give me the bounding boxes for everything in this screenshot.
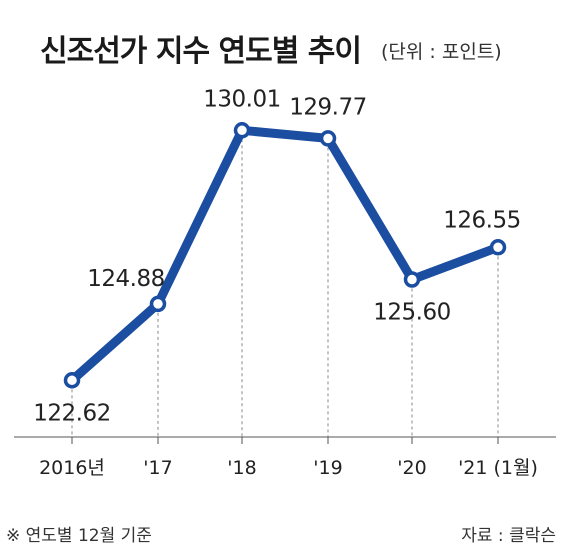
x-tick-label: '20 (397, 457, 426, 479)
data-point (403, 271, 421, 288)
value-label: 126.55 (443, 207, 520, 233)
x-tick-label: 2016년 (39, 457, 105, 479)
data-point (489, 239, 507, 256)
source-note: 자료 : 클락슨 (461, 526, 556, 546)
data-point (149, 295, 167, 313)
x-tick-label: '18 (227, 457, 256, 479)
value-label: 125.60 (373, 299, 450, 325)
x-tick-label: '19 (313, 457, 342, 479)
unit-label: (단위 : 포인트) (381, 41, 502, 63)
value-label: 130.01 (203, 86, 280, 112)
value-label: 122.62 (33, 400, 110, 426)
chart-title: 신조선가 지수 연도별 추이 (40, 34, 362, 69)
series-line (67, 125, 503, 385)
value-label: 129.77 (289, 94, 366, 120)
data-point (319, 130, 337, 147)
value-label: 124.88 (87, 266, 164, 292)
x-tick-label: '21 (1월) (458, 457, 538, 479)
data-point (63, 372, 81, 389)
footnote: ※ 연도별 12월 기준 (6, 526, 152, 546)
x-tick-label: '17 (143, 457, 172, 479)
data-point (233, 122, 251, 139)
